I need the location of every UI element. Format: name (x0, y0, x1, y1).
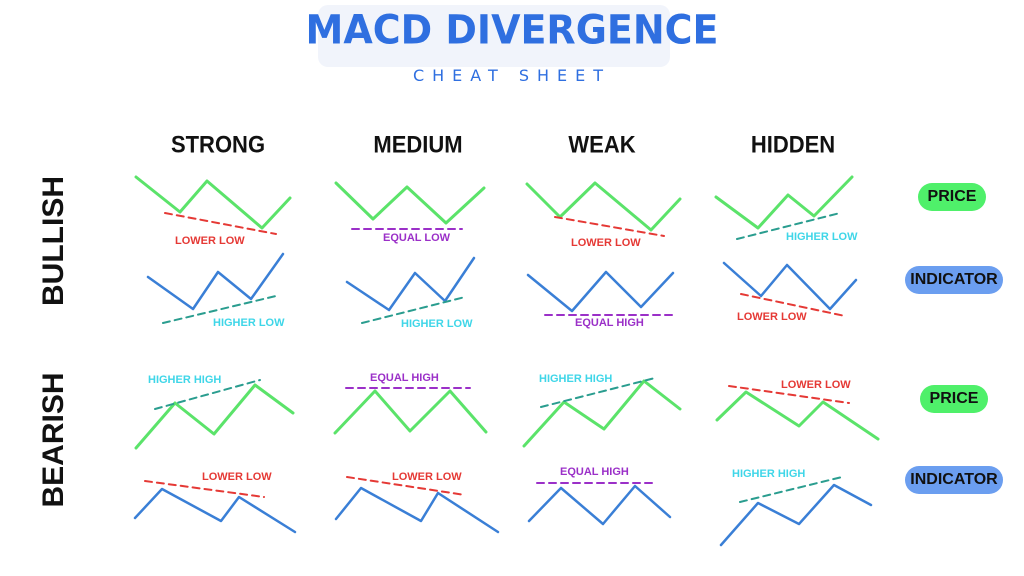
page-subtitle: CHEAT SHEET (412, 66, 612, 85)
bull-price-weak-line (525, 181, 682, 232)
label-bear-price-medium: EQUAL HIGH (370, 372, 439, 384)
label-bull-price-medium: EQUAL LOW (383, 232, 451, 244)
bear-ind-strong-divergence (144, 480, 265, 498)
bear-price-strong-divergence (154, 379, 261, 410)
legend-indicator-pill-bullish: INDICATOR (905, 266, 1003, 294)
label-bull-price-hidden: HIGHER LOW (786, 231, 858, 243)
bear-ind-weak-line (527, 484, 672, 526)
bear-price-weak-line (522, 379, 682, 448)
bear-ind-strong-line (133, 487, 297, 534)
label-bull-ind-strong: HIGHER LOW (213, 317, 285, 329)
label-bull-ind-weak: EQUAL HIGH (575, 317, 644, 329)
bull-price-strong-divergence (164, 212, 277, 235)
legend-indicator-pill-bearish: INDICATOR (905, 466, 1003, 494)
bull-ind-medium-line (345, 256, 476, 312)
legend-price-pill-bullish: PRICE (918, 183, 986, 211)
label-bear-price-hidden: LOWER LOW (781, 379, 851, 391)
bear-price-hidden-divergence (728, 385, 850, 404)
bull-ind-strong-divergence (162, 295, 277, 324)
bull-ind-hidden-divergence (740, 293, 846, 317)
bull-price-medium-line (334, 181, 486, 225)
bull-price-strong-line (134, 175, 292, 230)
bear-ind-medium-line (334, 486, 500, 534)
label-bull-price-weak: LOWER LOW (571, 237, 641, 249)
bull-ind-weak-line (526, 270, 675, 313)
label-bear-ind-strong: LOWER LOW (202, 471, 272, 483)
legend-price-pill-bearish: PRICE (920, 385, 988, 413)
label-bull-ind-medium: HIGHER LOW (401, 318, 473, 330)
column-header-weak: WEAK (568, 130, 636, 159)
label-bull-price-strong: LOWER LOW (175, 235, 245, 247)
label-bear-price-strong: HIGHER HIGH (148, 374, 221, 386)
bear-ind-medium-divergence (346, 476, 466, 496)
label-bear-ind-medium: LOWER LOW (392, 471, 462, 483)
column-header-strong: STRONG (170, 130, 266, 159)
label-bear-price-weak: HIGHER HIGH (539, 373, 612, 385)
bull-price-weak-divergence (554, 216, 665, 237)
column-header-medium: MEDIUM (373, 130, 463, 159)
label-bear-ind-weak: EQUAL HIGH (560, 466, 629, 478)
label-bear-ind-hidden: HIGHER HIGH (732, 468, 805, 480)
bear-price-strong-line (134, 383, 295, 450)
bear-ind-hidden-line (719, 483, 873, 547)
column-header-hidden: HIDDEN (750, 130, 836, 159)
bear-price-weak-divergence (540, 377, 656, 408)
bull-ind-hidden-line (722, 261, 858, 311)
bear-ind-hidden-divergence (739, 476, 843, 503)
bull-price-hidden-line (714, 175, 854, 230)
page-title: MACD DIVERGENCE (305, 6, 719, 54)
title-background (318, 5, 670, 67)
bear-price-medium-line (333, 389, 488, 435)
bull-ind-medium-divergence (361, 296, 466, 324)
bull-ind-strong-line (146, 252, 285, 311)
label-bull-ind-hidden: LOWER LOW (737, 311, 807, 323)
bear-price-hidden-line (715, 390, 880, 441)
bull-price-hidden-divergence (736, 212, 841, 240)
